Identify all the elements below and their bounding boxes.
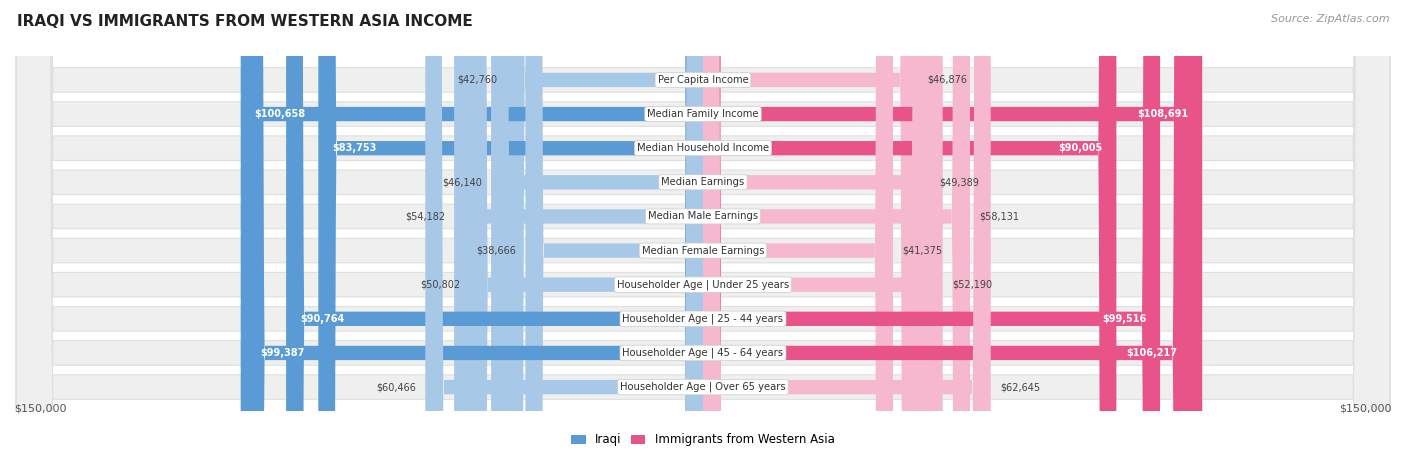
Text: $41,375: $41,375	[903, 246, 942, 255]
FancyBboxPatch shape	[703, 0, 991, 467]
FancyBboxPatch shape	[17, 0, 1389, 467]
Text: Median Female Earnings: Median Female Earnings	[641, 246, 765, 255]
Text: IRAQI VS IMMIGRANTS FROM WESTERN ASIA INCOME: IRAQI VS IMMIGRANTS FROM WESTERN ASIA IN…	[17, 14, 472, 29]
Text: $90,005: $90,005	[1059, 143, 1102, 153]
FancyBboxPatch shape	[470, 0, 703, 467]
Text: $60,466: $60,466	[377, 382, 416, 392]
FancyBboxPatch shape	[318, 0, 703, 467]
Text: Householder Age | Over 65 years: Householder Age | Over 65 years	[620, 382, 786, 392]
FancyBboxPatch shape	[703, 0, 929, 467]
Text: $99,516: $99,516	[1102, 314, 1146, 324]
FancyBboxPatch shape	[703, 0, 970, 467]
FancyBboxPatch shape	[246, 0, 703, 467]
Text: $99,387: $99,387	[260, 348, 305, 358]
FancyBboxPatch shape	[287, 0, 703, 467]
Text: $100,658: $100,658	[254, 109, 305, 119]
FancyBboxPatch shape	[703, 0, 942, 467]
FancyBboxPatch shape	[17, 0, 1389, 467]
FancyBboxPatch shape	[17, 0, 1389, 467]
FancyBboxPatch shape	[491, 0, 703, 467]
Text: Householder Age | Under 25 years: Householder Age | Under 25 years	[617, 279, 789, 290]
FancyBboxPatch shape	[17, 0, 1389, 467]
Text: Source: ZipAtlas.com: Source: ZipAtlas.com	[1271, 14, 1389, 24]
FancyBboxPatch shape	[17, 0, 1389, 467]
FancyBboxPatch shape	[17, 0, 1389, 467]
Text: Median Earnings: Median Earnings	[661, 177, 745, 187]
Text: Householder Age | 45 - 64 years: Householder Age | 45 - 64 years	[623, 348, 783, 358]
FancyBboxPatch shape	[454, 0, 703, 467]
Text: Median Family Income: Median Family Income	[647, 109, 759, 119]
Text: Median Household Income: Median Household Income	[637, 143, 769, 153]
FancyBboxPatch shape	[17, 0, 1389, 467]
Text: $106,217: $106,217	[1126, 348, 1177, 358]
Text: $46,140: $46,140	[441, 177, 482, 187]
Legend: Iraqi, Immigrants from Western Asia: Iraqi, Immigrants from Western Asia	[567, 429, 839, 451]
Text: Householder Age | 25 - 44 years: Householder Age | 25 - 44 years	[623, 313, 783, 324]
FancyBboxPatch shape	[703, 0, 1191, 467]
Text: $58,131: $58,131	[979, 212, 1019, 221]
FancyBboxPatch shape	[240, 0, 703, 467]
FancyBboxPatch shape	[703, 0, 1116, 467]
FancyBboxPatch shape	[526, 0, 703, 467]
FancyBboxPatch shape	[17, 0, 1389, 467]
Text: $38,666: $38,666	[477, 246, 516, 255]
Text: Per Capita Income: Per Capita Income	[658, 75, 748, 85]
Text: $42,760: $42,760	[457, 75, 498, 85]
Text: $62,645: $62,645	[1000, 382, 1040, 392]
Text: $54,182: $54,182	[405, 212, 444, 221]
Text: $50,802: $50,802	[420, 280, 461, 290]
FancyBboxPatch shape	[703, 0, 918, 467]
FancyBboxPatch shape	[506, 0, 703, 467]
Text: Median Male Earnings: Median Male Earnings	[648, 212, 758, 221]
FancyBboxPatch shape	[17, 0, 1389, 467]
FancyBboxPatch shape	[17, 0, 1389, 467]
Text: $150,000: $150,000	[14, 403, 66, 413]
Text: $108,691: $108,691	[1137, 109, 1188, 119]
Text: $83,753: $83,753	[332, 143, 377, 153]
FancyBboxPatch shape	[703, 0, 1202, 467]
FancyBboxPatch shape	[703, 0, 1160, 467]
FancyBboxPatch shape	[425, 0, 703, 467]
FancyBboxPatch shape	[703, 0, 893, 467]
Text: $46,876: $46,876	[928, 75, 967, 85]
Text: $52,190: $52,190	[952, 280, 993, 290]
Text: $90,764: $90,764	[299, 314, 344, 324]
Text: $49,389: $49,389	[939, 177, 979, 187]
Text: $150,000: $150,000	[1340, 403, 1392, 413]
